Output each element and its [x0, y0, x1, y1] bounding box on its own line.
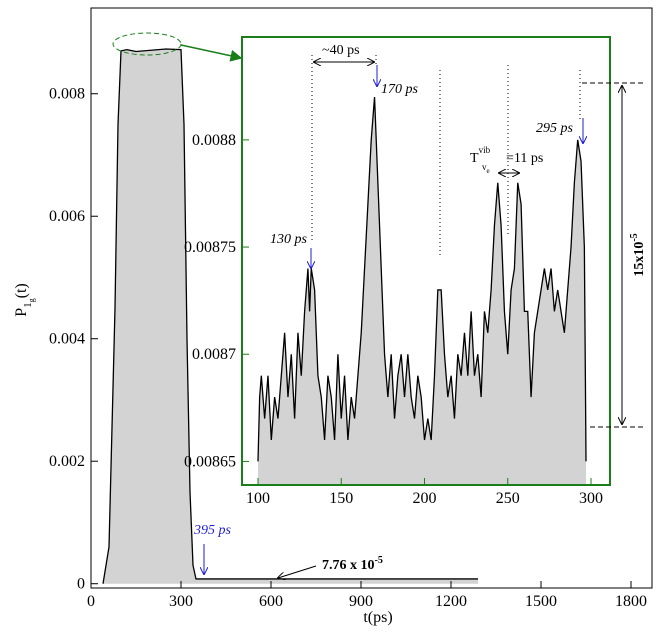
annotation: 295 ps: [536, 121, 574, 136]
y-tick-label: 0.002: [49, 453, 85, 470]
line: [102, 48, 478, 584]
annotation-base: 15x10: [632, 242, 647, 277]
plot-frame: [241, 36, 611, 486]
annotation: Tvib ve =11 ps: [470, 145, 543, 175]
x-tick-label: 900: [349, 593, 373, 610]
x-axis-label: t(ps): [363, 609, 392, 626]
annotation-sub: v: [482, 162, 487, 172]
y-tick-label: 0.0088: [192, 132, 236, 149]
annotation-sup: vib: [479, 145, 491, 155]
zoom-arrow: [180, 44, 243, 62]
annotation: 170 ps: [381, 82, 419, 97]
y-tick-label: 0.0087: [192, 346, 236, 363]
x-tick-label: 200: [413, 490, 437, 507]
y-label-sub: 1: [22, 302, 34, 308]
annotation-base: T: [470, 151, 479, 166]
annotation: 395 ps: [193, 523, 232, 538]
line: [257, 96, 587, 462]
y-tick-label: 0.006: [49, 208, 85, 225]
arrow: [278, 565, 317, 578]
x-tick-label: 0: [87, 593, 95, 610]
x-tick-label: 1500: [525, 593, 557, 610]
y-tick-label: 0.00875: [184, 239, 236, 256]
annotation-tail: =11 ps: [506, 151, 543, 166]
x-tick-label: 600: [259, 593, 283, 610]
highlight-ellipse: [112, 32, 182, 56]
area-fill: [257, 97, 587, 486]
area-fill: [103, 49, 478, 584]
annotation: 7.76 x 10-5: [322, 555, 383, 573]
annotation: 15x10-5: [629, 233, 647, 276]
annotation: ~40 ps: [322, 43, 360, 58]
y-tick-label: 0: [77, 576, 85, 593]
y-tick-label: 0.004: [49, 331, 85, 348]
inset-annotations: ~40 ps 170 ps 130 ps 295 ps Tvib ve =11 ps: [270, 43, 583, 268]
y-label-subsub: g: [27, 298, 36, 302]
x-tick-label: 1200: [435, 593, 467, 610]
x-tick-label: 150: [329, 490, 353, 507]
x-tick-label: 300: [169, 593, 193, 610]
annotation-subsub: e: [487, 167, 490, 175]
x-tick-label: 1800: [615, 593, 647, 610]
x-tick-label: 300: [579, 490, 603, 507]
plot-frame: [90, 7, 653, 589]
annotation: 130 ps: [270, 232, 308, 247]
y-tick-label: 0.00865: [184, 453, 236, 470]
y-tick-label: 0.008: [49, 86, 85, 103]
x-tick-label: 100: [246, 490, 270, 507]
x-tick-label: 250: [496, 490, 520, 507]
y-axis-label: P1g(t): [13, 283, 36, 317]
inset-plot: 100 150 200 250 300 0.00865 0.0087 0.00875 0.008…: [184, 36, 611, 507]
y-label-tail: (t): [13, 283, 30, 298]
y-label-base: P: [13, 308, 30, 317]
annotation-sup: -5: [375, 555, 383, 566]
annotation-base: 7.76 x 10: [322, 558, 375, 573]
annotation-sup: -5: [629, 233, 640, 241]
